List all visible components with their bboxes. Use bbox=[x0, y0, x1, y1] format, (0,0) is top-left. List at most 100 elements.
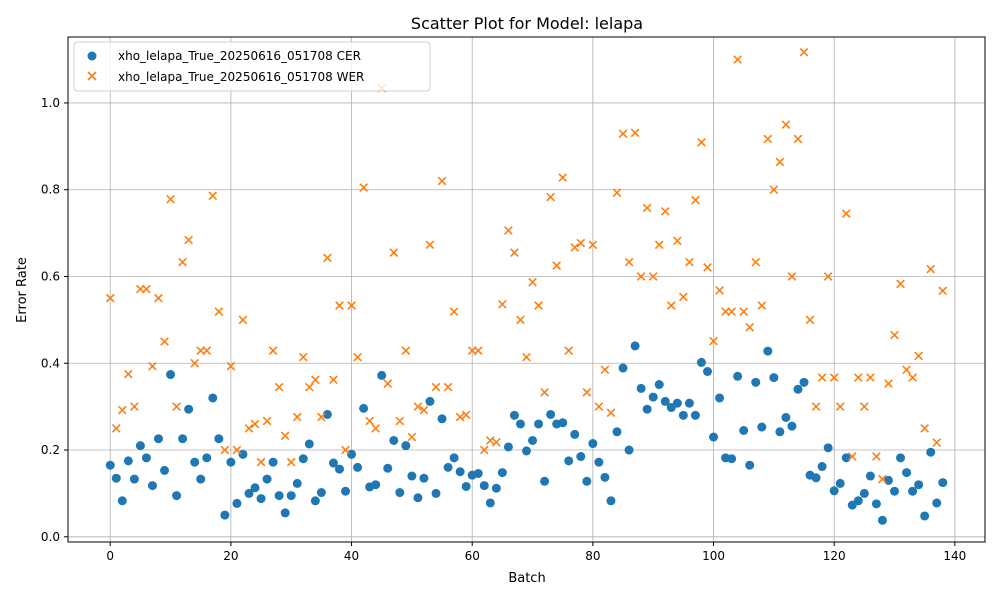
wer-point bbox=[528, 277, 537, 287]
cer-point bbox=[208, 393, 218, 403]
wer-point bbox=[817, 373, 827, 382]
wer-point bbox=[443, 382, 453, 392]
cer-point bbox=[334, 464, 344, 474]
wer-point bbox=[781, 120, 791, 130]
cer-point bbox=[787, 421, 797, 431]
cer-point bbox=[202, 453, 212, 463]
cer-point bbox=[702, 366, 712, 376]
wer-point bbox=[395, 416, 405, 426]
cer-point bbox=[425, 396, 435, 406]
cer-point bbox=[437, 414, 447, 424]
data-points bbox=[105, 47, 948, 525]
wer-point bbox=[516, 315, 525, 325]
x-tick-label: 0 bbox=[106, 549, 114, 563]
y-tick-label: 0.2 bbox=[41, 443, 60, 457]
cer-point bbox=[654, 380, 664, 390]
cer-point bbox=[612, 427, 622, 437]
cer-point bbox=[262, 474, 272, 484]
cer-point bbox=[811, 473, 821, 483]
wer-point bbox=[829, 373, 839, 382]
wer-point bbox=[491, 437, 501, 447]
wer-point bbox=[630, 128, 640, 138]
wer-point bbox=[576, 238, 586, 248]
wer-point bbox=[268, 346, 278, 356]
cer-point bbox=[244, 488, 254, 498]
wer-point bbox=[142, 284, 151, 294]
wer-point bbox=[208, 191, 218, 201]
wer-point bbox=[184, 235, 194, 245]
wer-point bbox=[739, 307, 749, 316]
wer-point bbox=[660, 207, 670, 216]
wer-point bbox=[522, 352, 531, 362]
cer-point bbox=[751, 377, 761, 387]
cer-point bbox=[926, 447, 936, 457]
cer-point bbox=[528, 435, 538, 445]
cer-point bbox=[799, 377, 809, 387]
wer-point bbox=[111, 423, 121, 433]
wer-point bbox=[347, 301, 356, 310]
cer-point bbox=[250, 483, 260, 493]
cer-point bbox=[733, 371, 743, 381]
wer-point bbox=[884, 379, 893, 389]
x-tick-label: 20 bbox=[223, 549, 238, 563]
wer-point bbox=[353, 352, 362, 362]
cer-point bbox=[190, 457, 200, 467]
cer-point bbox=[141, 453, 151, 463]
legend-wer-marker bbox=[87, 71, 97, 81]
cer-point bbox=[383, 463, 393, 473]
cer-point bbox=[135, 441, 145, 451]
wer-point bbox=[787, 272, 797, 281]
cer-point bbox=[757, 422, 767, 432]
wer-point bbox=[383, 379, 393, 389]
cer-point bbox=[835, 478, 845, 488]
wer-point bbox=[461, 410, 471, 420]
wer-point bbox=[117, 405, 127, 415]
legend: xho_lelapa_True_20250616_051708 CER xho_… bbox=[73, 41, 431, 92]
wer-point bbox=[304, 382, 314, 392]
wer-point bbox=[292, 412, 302, 422]
cer-point bbox=[473, 468, 483, 478]
cer-point bbox=[763, 346, 773, 356]
x-tick-label: 100 bbox=[702, 549, 725, 563]
cer-point bbox=[690, 410, 700, 420]
cer-point bbox=[316, 488, 326, 498]
cer-point bbox=[902, 468, 912, 478]
wer-point bbox=[473, 346, 483, 356]
wer-point bbox=[425, 240, 435, 250]
cer-point bbox=[256, 494, 266, 504]
wer-point bbox=[588, 240, 598, 250]
cer-point bbox=[401, 441, 411, 451]
wer-point bbox=[407, 432, 417, 442]
wer-point bbox=[238, 315, 248, 325]
wer-point bbox=[672, 236, 682, 246]
cer-point bbox=[455, 467, 465, 477]
wer-point bbox=[540, 387, 549, 397]
wer-point bbox=[546, 192, 555, 202]
wer-point bbox=[298, 352, 308, 362]
wer-point bbox=[751, 257, 761, 267]
cer-point bbox=[522, 446, 531, 456]
cer-point bbox=[196, 474, 206, 484]
wer-point bbox=[552, 261, 562, 271]
wer-point bbox=[799, 47, 809, 57]
wer-point bbox=[715, 286, 724, 295]
cer-point bbox=[274, 491, 284, 501]
x-tick-label: 140 bbox=[943, 549, 966, 563]
cer-series bbox=[105, 341, 948, 525]
cer-point bbox=[684, 398, 694, 408]
wer-point bbox=[697, 138, 706, 147]
axis-ticks: 0 20 40 60 80 100 120 140 0.0 0.2 0.4 0.6 0.8 1.0 bbox=[41, 96, 966, 563]
cer-point bbox=[896, 453, 906, 463]
wer-point bbox=[847, 452, 857, 461]
wer-point bbox=[172, 402, 181, 412]
wer-point bbox=[504, 226, 513, 235]
wer-point bbox=[449, 307, 459, 316]
cer-point bbox=[606, 496, 616, 506]
cer-point bbox=[407, 471, 417, 481]
cer-point bbox=[817, 462, 827, 472]
cer-point bbox=[377, 370, 387, 380]
wer-point bbox=[709, 336, 718, 346]
wer-point bbox=[853, 373, 863, 382]
wer-point bbox=[624, 257, 634, 267]
